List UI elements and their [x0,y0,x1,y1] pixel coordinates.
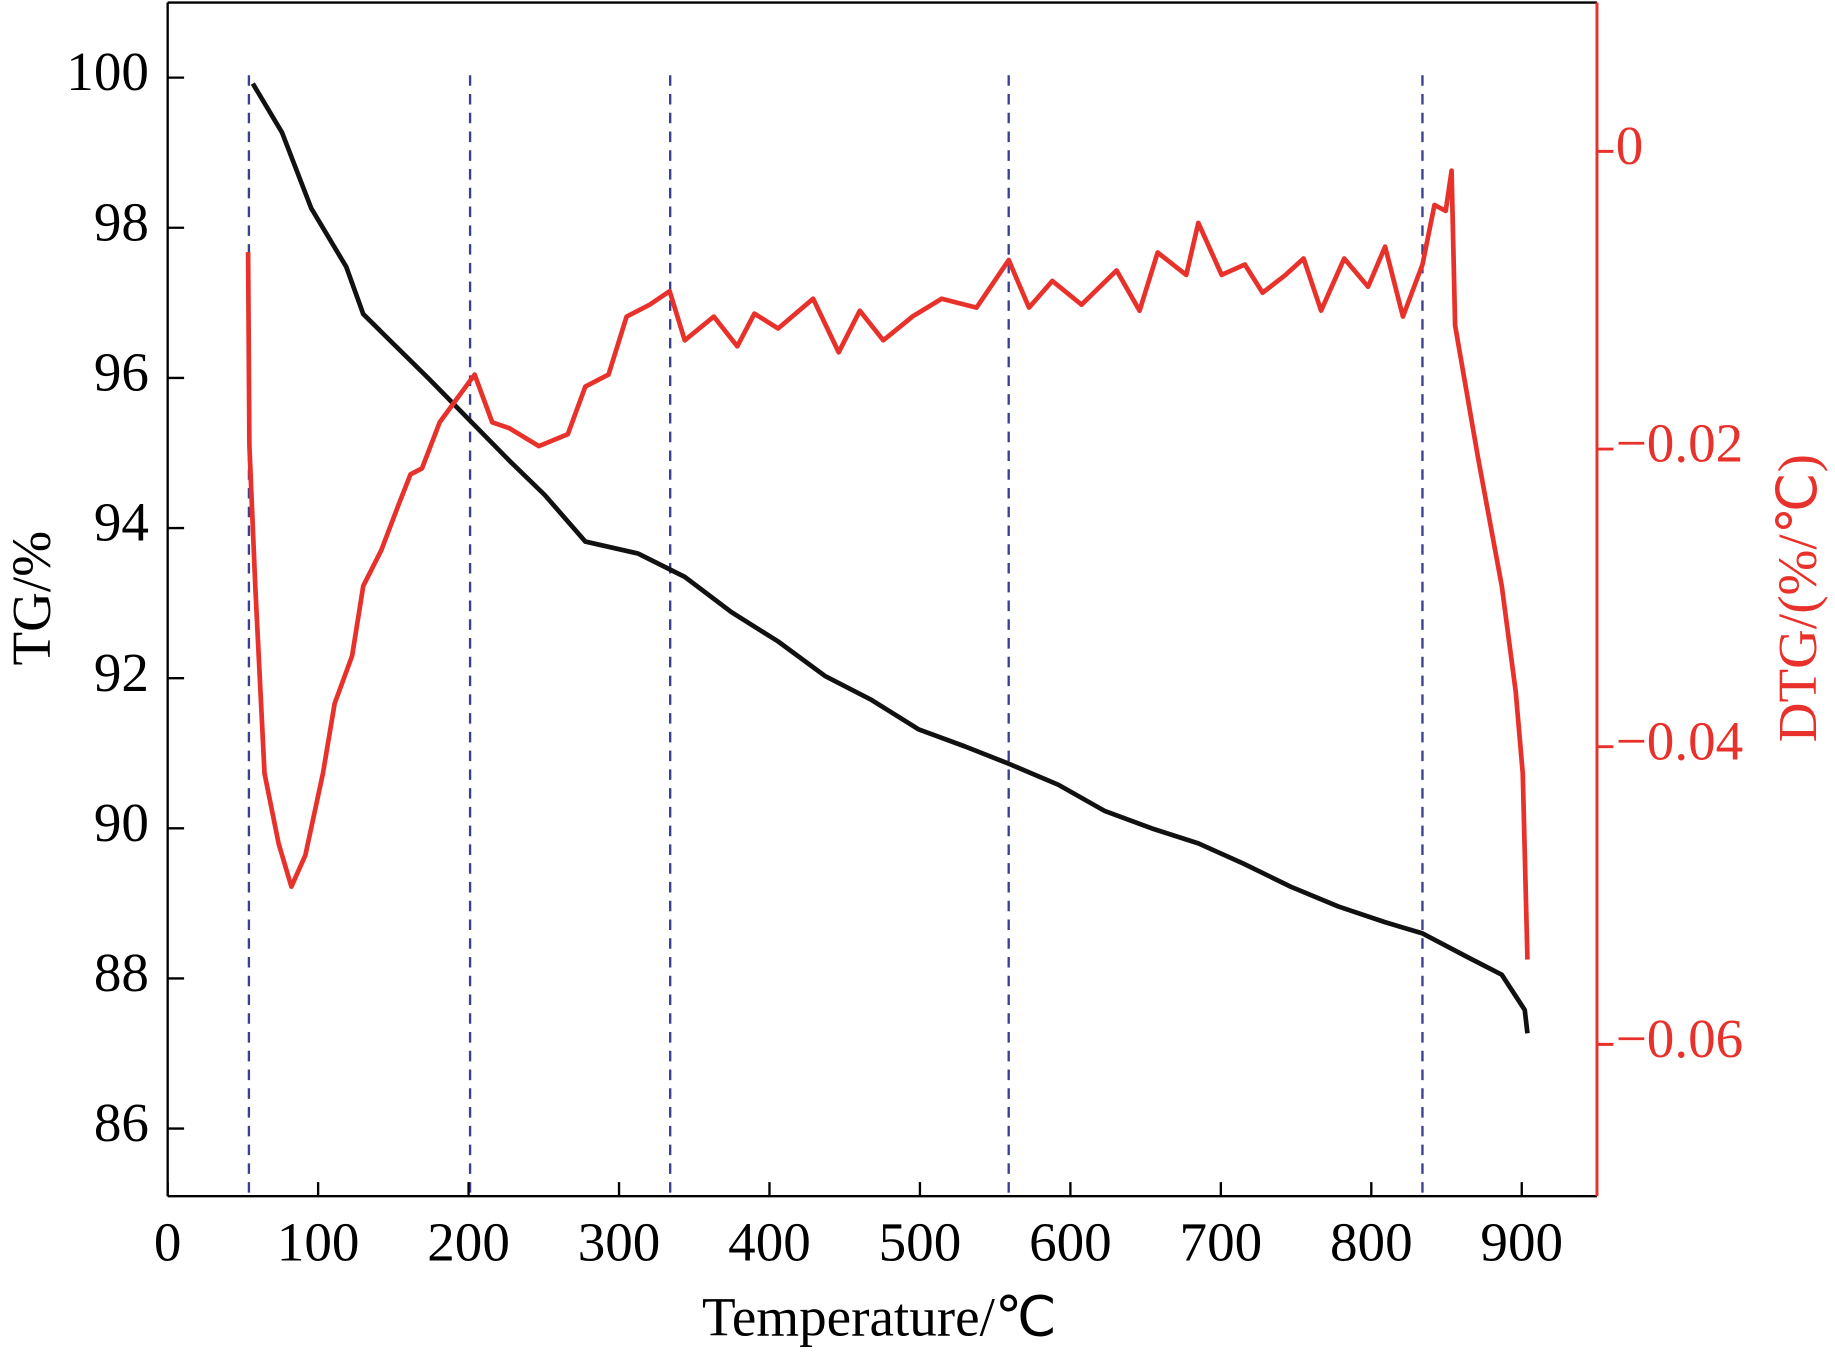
y-axis-title: TG/% [1,531,62,666]
y-tick-label: 100 [66,41,149,102]
y-tick-label: 96 [94,342,149,403]
y2-tick-label: 0 [1616,115,1644,176]
y2-tick-label: −0.04 [1616,710,1744,771]
data-line [250,82,1530,1034]
y-tick-label: 90 [94,792,149,853]
y-tick-label: 98 [94,191,149,252]
x-tick-label: 900 [1480,1211,1563,1272]
x-tick-label: 500 [879,1211,962,1272]
y-tick-label: 88 [94,942,149,1003]
x-tick-label: 800 [1330,1211,1413,1272]
x-axis-title: Temperature/℃ [702,1286,1057,1347]
y-tick-label: 86 [94,1092,149,1153]
x-tick-label: 700 [1180,1211,1263,1272]
x-tick-label: 100 [277,1211,360,1272]
y2-tick-label: −0.06 [1616,1008,1744,1069]
x-tick-label: 300 [578,1211,661,1272]
y-tick-label: 94 [94,492,149,553]
y2-axis-title: DTG/(%/℃) [1767,454,1828,742]
y2-tick-label: −0.02 [1616,413,1744,474]
x-tick-label: 200 [427,1211,510,1272]
data-line [245,168,1530,960]
x-tick-label: 0 [154,1211,182,1272]
x-tick-label: 600 [1029,1211,1112,1272]
x-tick-label: 400 [728,1211,811,1272]
y-tick-label: 92 [94,642,149,703]
